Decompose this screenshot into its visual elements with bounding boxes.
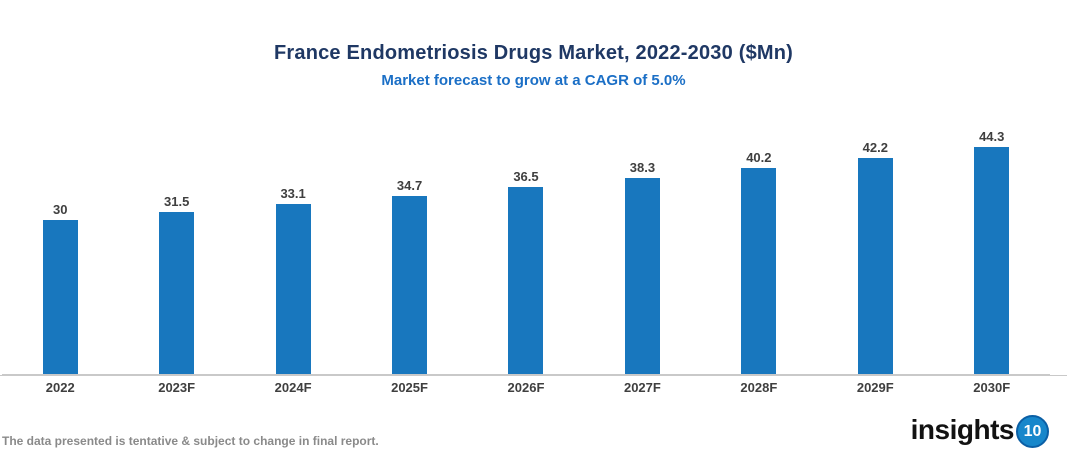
bar-column: 36.5 (468, 120, 584, 374)
chart-subtitle: Market forecast to grow at a CAGR of 5.0… (381, 72, 686, 89)
bar-chart: 30 31.5 33.1 34.7 36.5 38.3 40.2 42.2 44… (0, 120, 1067, 395)
bar-column: 40.2 (701, 120, 817, 374)
bar (741, 168, 777, 374)
bar-column: 33.1 (235, 120, 351, 374)
bar-value-label: 36.5 (513, 169, 539, 184)
bar-value-label: 44.3 (979, 129, 1005, 144)
bar-column: 38.3 (584, 120, 700, 374)
x-axis-label: 2027F (623, 380, 661, 395)
x-axis-label: 2024F (274, 380, 312, 395)
x-axis-line (0, 375, 1067, 376)
bar-column: 34.7 (351, 120, 467, 374)
x-axis-label: 2028F (740, 380, 778, 395)
bar-value-label: 42.2 (862, 140, 888, 155)
insights10-logo: insights 10 (911, 411, 1049, 448)
x-axis-label: 2026F (507, 380, 545, 395)
x-axis-label: 2023F (158, 380, 196, 395)
bar-value-label: 40.2 (746, 150, 772, 165)
logo-text: insights (910, 413, 1015, 445)
logo-badge: 10 (1016, 415, 1049, 448)
bar-value-label: 31.5 (164, 194, 190, 209)
bar (42, 220, 78, 374)
bar-value-label: 34.7 (396, 178, 423, 193)
plot-columns: 30 31.5 33.1 34.7 36.5 38.3 40.2 42.2 44… (2, 120, 1050, 375)
bar-column: 42.2 (817, 120, 933, 374)
bar (392, 196, 428, 374)
bar (974, 147, 1010, 374)
bar-value-label: 33.1 (280, 186, 306, 201)
bar-value-label: 38.3 (629, 160, 656, 175)
x-axis-label: 2030F (973, 380, 1011, 395)
footer-note: The data presented is tentative & subjec… (2, 434, 379, 448)
x-axis-label: 2025F (391, 380, 428, 395)
bar (508, 187, 544, 374)
bar-column: 44.3 (934, 120, 1050, 374)
bar-column: 30 (2, 120, 118, 374)
bar (857, 158, 893, 374)
bar-value-label: 30 (52, 202, 68, 217)
bar (275, 204, 311, 374)
x-axis-labels: 2022 2023F 2024F 2025F 2026F 2027F 2028F… (2, 380, 1050, 395)
chart-title: France Endometriosis Drugs Market, 2022-… (273, 42, 794, 64)
chart-header: France Endometriosis Drugs Market, 2022-… (0, 0, 1067, 89)
x-axis-label: 2022 (45, 380, 75, 395)
bar-column: 31.5 (118, 120, 234, 374)
bar (159, 212, 195, 374)
x-axis-label: 2029F (856, 380, 894, 395)
bar (624, 178, 660, 374)
